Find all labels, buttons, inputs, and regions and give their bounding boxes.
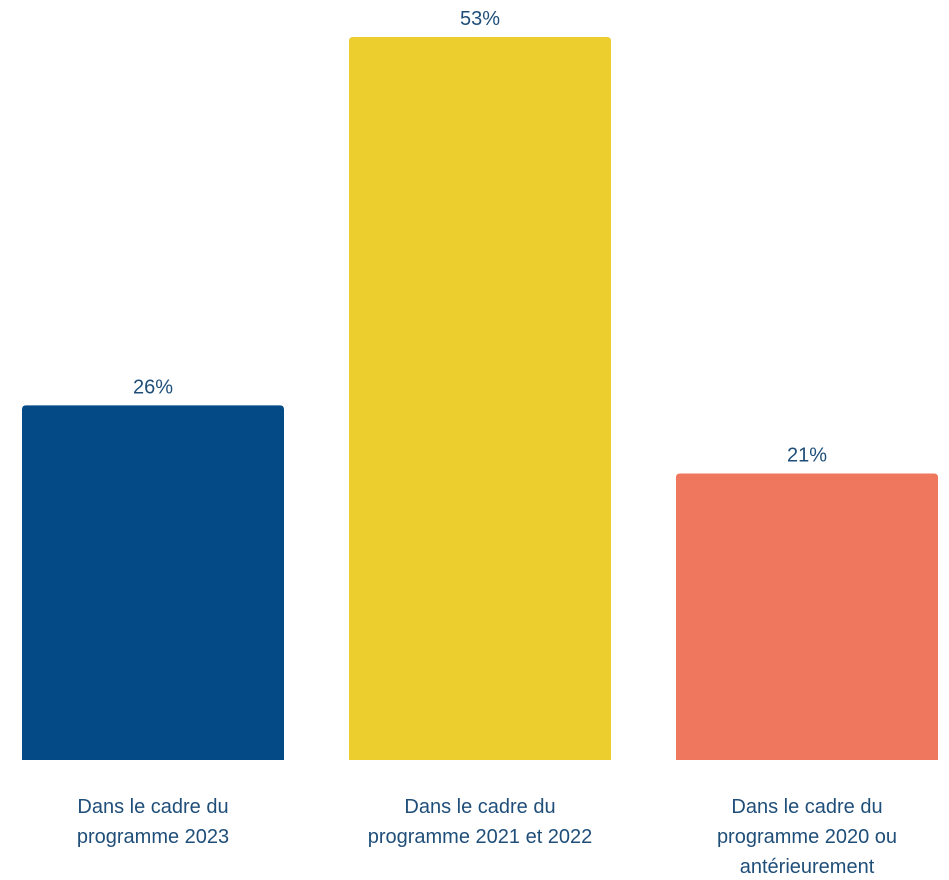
category-label-line: Dans le cadre du [77, 796, 228, 818]
category-label-line: antérieurement [740, 856, 875, 878]
category-label-line: Dans le cadre du [731, 796, 882, 818]
data-label-1: 26% [133, 376, 173, 398]
category-label-line: programme 2021 et 2022 [368, 826, 593, 848]
data-label-3: 21% [787, 445, 827, 467]
bar-2 [349, 37, 611, 760]
bar-3 [676, 473, 938, 760]
category-label-line: Dans le cadre du [404, 796, 555, 818]
data-label-2: 53% [460, 8, 500, 30]
category-label-line: programme 2023 [77, 826, 229, 848]
bar-1 [22, 405, 284, 760]
category-label-3: Dans le cadre du programme 2020 ou antérie… [717, 796, 897, 878]
category-label-2: Dans le cadre du programme 2021 et 2022 [368, 796, 593, 848]
category-label-1: Dans le cadre du programme 2023 [77, 796, 229, 848]
category-label-line: programme 2020 ou [717, 826, 897, 848]
